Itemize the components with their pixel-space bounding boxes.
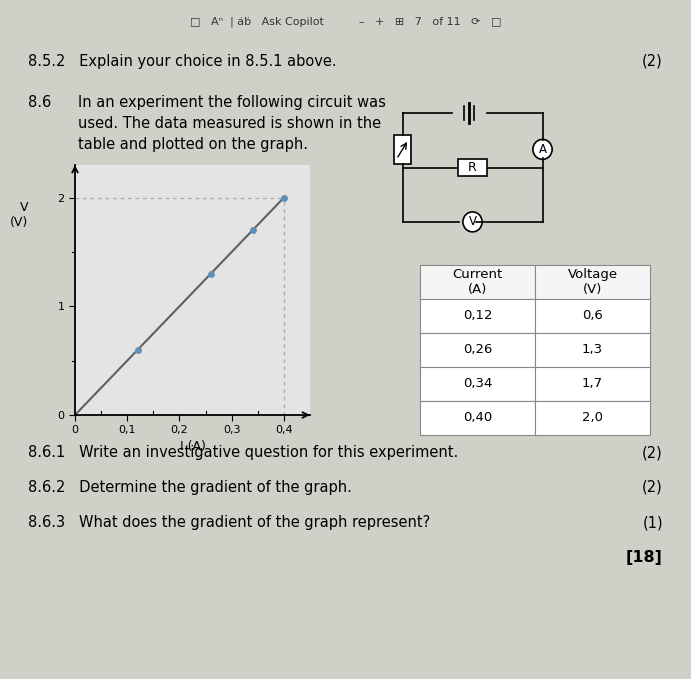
Circle shape (463, 212, 482, 232)
Point (132, 344, 143, 355)
Point (205, 268, 216, 279)
X-axis label: I (A): I (A) (180, 439, 205, 453)
Text: R: R (468, 161, 477, 174)
Text: (2): (2) (642, 445, 663, 460)
Circle shape (533, 139, 552, 160)
Text: 8.6: 8.6 (28, 95, 51, 110)
Text: (1): (1) (643, 515, 663, 530)
Text: □   Aⁿ  | ȧḃ   Ask Copilot          –   +   ⊞   7   of 11   ⟳   □: □ Aⁿ | ȧḃ Ask Copilot – + ⊞ 7 of 11 ⟳ … (190, 17, 501, 27)
Text: 8.5.2   Explain your choice in 8.5.1 above.: 8.5.2 Explain your choice in 8.5.1 above… (28, 54, 337, 69)
Y-axis label: V
(V): V (V) (10, 201, 28, 229)
Point (278, 192, 290, 203)
Text: (2): (2) (642, 480, 663, 495)
FancyBboxPatch shape (394, 135, 411, 164)
Text: [18]: [18] (626, 550, 663, 565)
Text: 8.6.3   What does the gradient of the graph represent?: 8.6.3 What does the gradient of the grap… (28, 515, 430, 530)
Text: In an experiment the following circuit was
used. The data measured is shown in t: In an experiment the following circuit w… (78, 95, 386, 152)
Point (247, 225, 258, 236)
Text: V: V (468, 215, 477, 228)
FancyBboxPatch shape (457, 160, 487, 176)
Text: (2): (2) (642, 54, 663, 69)
Text: A: A (538, 143, 547, 156)
Text: 8.6.1   Write an investigative question for this experiment.: 8.6.1 Write an investigative question fo… (28, 445, 458, 460)
Text: 8.6.2   Determine the gradient of the graph.: 8.6.2 Determine the gradient of the grap… (28, 480, 352, 495)
